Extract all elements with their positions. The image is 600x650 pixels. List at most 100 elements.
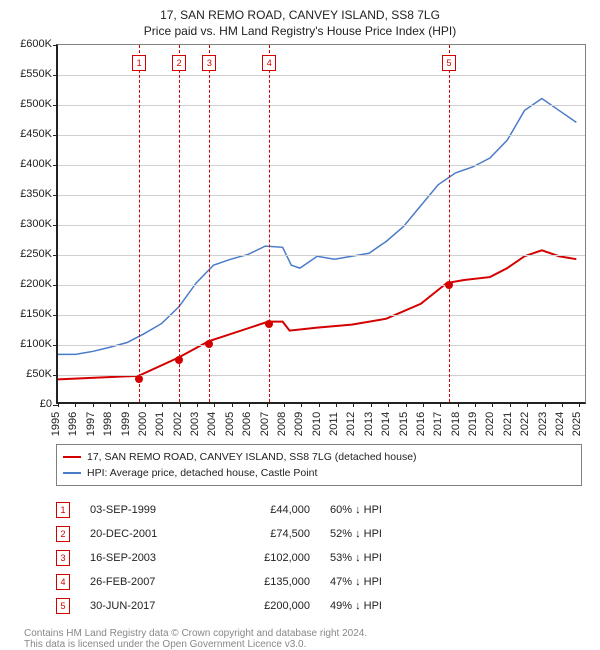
price-point [175,356,183,364]
event-marker-box: 1 [132,55,146,71]
x-tick-label: 2005 [224,412,236,436]
y-tick-label: £350K [20,188,52,200]
event-marker-line [449,45,450,402]
x-tick-label: 2009 [293,412,305,436]
x-tick-label: 2016 [415,412,427,436]
x-tick-label: 2012 [345,412,357,436]
y-tick-label: £150K [20,308,52,320]
transaction-diff: 49% ↓ HPI [330,600,582,612]
footer-line: This data is licensed under the Open Gov… [24,639,582,650]
transaction-price: £200,000 [220,600,310,612]
chart-lines [58,45,585,402]
transaction-diff: 60% ↓ HPI [330,504,582,516]
x-tick-label: 1995 [50,412,62,436]
x-tick-label: 2025 [571,412,583,436]
event-marker-line [269,45,270,402]
event-marker-box: 5 [442,55,456,71]
event-marker-line [209,45,210,402]
y-axis-labels: £0£50K£100K£150K£200K£250K£300K£350K£400… [12,44,54,404]
legend-swatch [63,456,81,458]
price-point [265,320,273,328]
y-tick-label: £450K [20,128,52,140]
series-line [58,99,576,355]
legend-item-hpi: HPI: Average price, detached house, Cast… [63,465,575,481]
y-tick-label: £50K [26,368,52,380]
chart-titles: 17, SAN REMO ROAD, CANVEY ISLAND, SS8 7L… [12,8,588,38]
plot-region: £0£50K£100K£150K£200K£250K£300K£350K£400… [56,44,586,434]
legend-item-price-paid: 17, SAN REMO ROAD, CANVEY ISLAND, SS8 7L… [63,449,575,465]
event-marker-box: 2 [172,55,186,71]
y-tick-label: £200K [20,278,52,290]
x-tick-label: 2002 [172,412,184,436]
price-point [205,340,213,348]
transaction-diff: 47% ↓ HPI [330,576,582,588]
y-tick-label: £100K [20,338,52,350]
transaction-marker: 1 [56,502,70,518]
transaction-row: 530-JUN-2017£200,00049% ↓ HPI [56,594,582,618]
legend: 17, SAN REMO ROAD, CANVEY ISLAND, SS8 7L… [56,444,582,486]
x-tick-label: 2004 [206,412,218,436]
plot-area: 12345 [56,44,586,404]
transaction-date: 26-FEB-2007 [90,576,200,588]
x-tick-label: 2001 [154,412,166,436]
transaction-date: 03-SEP-1999 [90,504,200,516]
y-tick-label: £400K [20,158,52,170]
transactions-table: 1 03-SEP-1999 £44,000 60% ↓ HPI 2 20-DEC-2001… [56,498,582,618]
x-tick-label: 2003 [189,412,201,436]
x-tick-label: 1997 [85,412,97,436]
x-tick-label: 2018 [450,412,462,436]
y-tick-label: £0 [40,398,52,410]
price-point [445,281,453,289]
x-tick-label: 2024 [554,412,566,436]
transaction-row: 1 03-SEP-1999 £44,000 60% ↓ HPI [56,498,582,522]
transaction-marker: 5 [56,598,70,614]
chart-container: 17, SAN REMO ROAD, CANVEY ISLAND, SS8 7L… [0,0,600,650]
y-tick-label: £600K [20,38,52,50]
x-tick-label: 2010 [311,412,323,436]
chart-subtitle: Price paid vs. HM Land Registry's House … [12,24,588,38]
transaction-marker: 3 [56,550,70,566]
x-tick-label: 2013 [363,412,375,436]
y-tick-label: £250K [20,248,52,260]
x-tick-label: 2019 [467,412,479,436]
transaction-price: £102,000 [220,552,310,564]
transaction-price: £135,000 [220,576,310,588]
event-marker-box: 4 [262,55,276,71]
footer-line: Contains HM Land Registry data © Crown c… [24,628,582,639]
legend-swatch [63,472,81,474]
x-tick-label: 2015 [398,412,410,436]
x-tick-label: 2021 [502,412,514,436]
x-tick-label: 2023 [537,412,549,436]
y-tick-label: £550K [20,68,52,80]
legend-label: 17, SAN REMO ROAD, CANVEY ISLAND, SS8 7L… [87,451,417,463]
x-axis-labels: 1995199619971998199920002001200220032004… [56,404,586,434]
x-tick-label: 2008 [276,412,288,436]
transaction-marker: 2 [56,526,70,542]
event-marker-line [179,45,180,402]
x-tick-label: 2014 [380,412,392,436]
transaction-price: £44,000 [220,504,310,516]
footer: Contains HM Land Registry data © Crown c… [24,628,582,650]
price-point [135,375,143,383]
event-marker-line [139,45,140,402]
y-tick-label: £500K [20,98,52,110]
x-tick-label: 1996 [67,412,79,436]
x-tick-label: 1999 [120,412,132,436]
x-tick-label: 2017 [432,412,444,436]
event-marker-box: 3 [202,55,216,71]
transaction-row: 426-FEB-2007£135,00047% ↓ HPI [56,570,582,594]
x-tick-label: 2020 [484,412,496,436]
chart-title: 17, SAN REMO ROAD, CANVEY ISLAND, SS8 7L… [12,8,588,22]
x-tick-label: 2011 [328,412,340,436]
x-tick-label: 2000 [137,412,149,436]
transaction-row: 220-DEC-2001£74,50052% ↓ HPI [56,522,582,546]
transaction-row: 3 16-SEP-2003 £102,000 53% ↓ HPI [56,546,582,570]
y-tick-label: £300K [20,218,52,230]
transaction-diff: 53% ↓ HPI [330,552,582,564]
transaction-date: 20-DEC-2001 [90,528,200,540]
x-tick-label: 1998 [102,412,114,436]
transaction-diff: 52% ↓ HPI [330,528,582,540]
x-tick-label: 2006 [241,412,253,436]
transaction-date: 16-SEP-2003 [90,552,200,564]
legend-label: HPI: Average price, detached house, Cast… [87,467,317,479]
